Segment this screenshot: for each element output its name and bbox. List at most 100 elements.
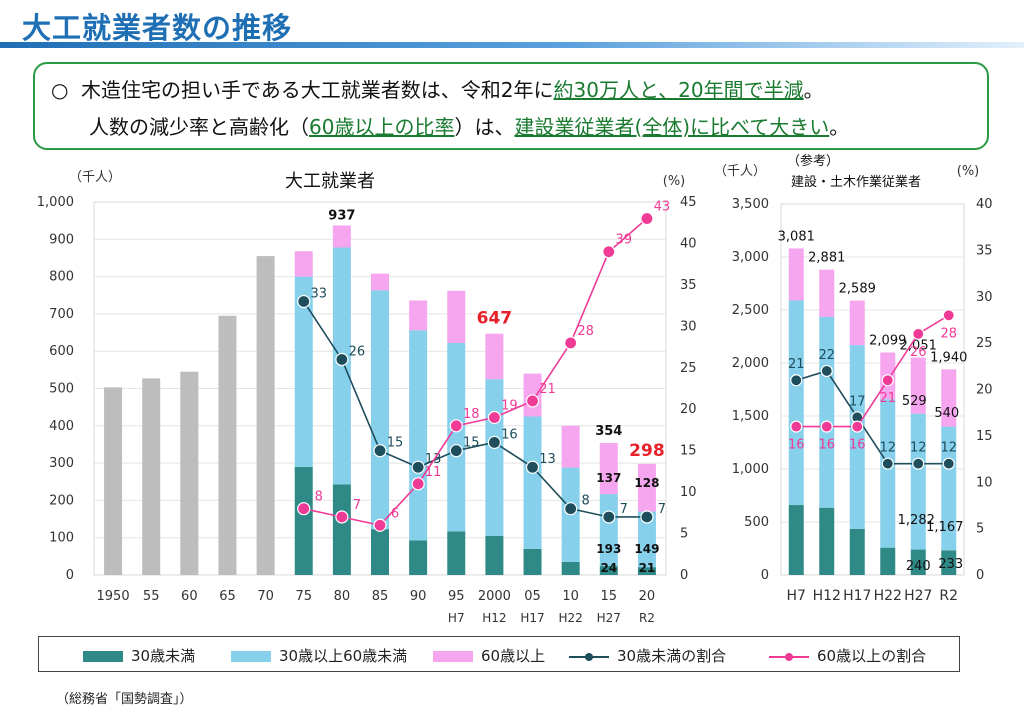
bar-segment-over60 bbox=[485, 333, 504, 380]
y2-tick-label: 10 bbox=[680, 485, 697, 500]
rate-under30-point bbox=[564, 502, 578, 516]
total-label: 1,940 bbox=[930, 350, 967, 365]
bar-segment-under30 bbox=[599, 566, 618, 575]
era-label: H17 bbox=[520, 611, 544, 625]
segment-label-under30: 21 bbox=[639, 561, 656, 575]
segment-label-over60: 137 bbox=[596, 471, 621, 485]
legend-swatch-under30 bbox=[83, 651, 123, 662]
legend-label: 30歳以上60歳未満 bbox=[279, 647, 408, 665]
bar-segment-mid bbox=[849, 345, 865, 529]
rate-over60-label: 26 bbox=[910, 345, 927, 360]
bar-segment-mid bbox=[637, 511, 656, 568]
total-label: 937 bbox=[328, 208, 355, 223]
x-tick-label: 10 bbox=[562, 589, 579, 604]
chart-title: （参考） bbox=[787, 153, 839, 169]
bar-segment-over60 bbox=[941, 369, 957, 427]
rate-over60-point bbox=[851, 420, 864, 433]
summary-highlight: 建設業従業者(全体)に比べて大きい bbox=[514, 115, 830, 139]
segment-label-mid: 1,282 bbox=[898, 513, 935, 528]
rate-over60-label: 21 bbox=[539, 382, 556, 397]
legend-label: 60歳以上の割合 bbox=[817, 647, 927, 665]
chart-legend: 30歳未満 30歳以上60歳未満 60歳以上 30歳未満の割合 60歳以上の割合 bbox=[38, 636, 960, 672]
rate-under30-line bbox=[303, 301, 647, 518]
y2-tick-label: 35 bbox=[976, 243, 993, 258]
rate-over60-label: 8 bbox=[315, 490, 323, 505]
rate-under30-label: 16 bbox=[501, 427, 518, 442]
y-tick-label: 500 bbox=[744, 515, 769, 530]
bar-total-gray bbox=[142, 378, 161, 575]
rate-over60-point bbox=[411, 477, 425, 491]
y-tick-label: 3,500 bbox=[732, 197, 769, 212]
total-label: 2,881 bbox=[808, 251, 845, 266]
rate-under30-point bbox=[335, 352, 349, 367]
y2-tick-label: 20 bbox=[680, 402, 697, 417]
rate-over60-point bbox=[525, 394, 540, 408]
legend-item-under30: 30歳未満 bbox=[83, 645, 195, 666]
rate-under30-point bbox=[411, 460, 425, 474]
rate-under30-point bbox=[297, 294, 311, 309]
x-tick-label: 90 bbox=[410, 589, 427, 604]
bar-segment-over60 bbox=[788, 248, 804, 301]
bar-segment-under30 bbox=[880, 547, 896, 575]
rate-over60-point bbox=[449, 419, 463, 433]
source-note: （総務省「国勢調査」） bbox=[56, 692, 193, 707]
page-title: 大工就業者数の推移 bbox=[22, 11, 293, 45]
rate-under30-label: 21 bbox=[788, 357, 805, 372]
legend-item-rate-over60: 60歳以上の割合 bbox=[769, 645, 926, 666]
legend-swatch-over60 bbox=[433, 651, 473, 662]
rate-over60-label: 18 bbox=[463, 407, 480, 422]
bar-segment-under30 bbox=[637, 567, 656, 575]
rate-over60-point bbox=[790, 420, 803, 433]
y-tick-label: 900 bbox=[49, 232, 74, 247]
y-tick-label: 800 bbox=[49, 270, 74, 285]
rate-under30-label: 22 bbox=[818, 348, 835, 363]
segment-label-over60: 529 bbox=[902, 394, 927, 409]
x-tick-label: H17 bbox=[843, 588, 871, 604]
legend-line-rate-under30 bbox=[569, 650, 609, 664]
bar-segment-over60 bbox=[819, 269, 835, 317]
bar-segment-under30 bbox=[371, 529, 389, 575]
bar-segment-under30 bbox=[485, 535, 504, 575]
x-tick-label: 55 bbox=[143, 589, 160, 604]
x-tick-label: 75 bbox=[295, 589, 312, 604]
rate-over60-line bbox=[796, 314, 950, 428]
rate-over60-point bbox=[373, 518, 387, 532]
bar-segment-over60 bbox=[599, 442, 618, 495]
summary-text: 。 bbox=[829, 115, 850, 139]
bar-segment-over60 bbox=[849, 300, 865, 346]
bar-segment-mid bbox=[788, 300, 804, 506]
bar-segment-mid bbox=[599, 494, 618, 567]
y2-tick-label: 0 bbox=[680, 568, 688, 583]
y-tick-label: 1,500 bbox=[732, 409, 769, 424]
rate-over60-label: 21 bbox=[879, 391, 896, 406]
total-label: 298 bbox=[629, 441, 665, 461]
x-tick-label: 1950 bbox=[97, 589, 130, 604]
y2-tick-label: 40 bbox=[680, 236, 697, 251]
bar-segment-mid bbox=[819, 316, 835, 508]
bar-segment-mid bbox=[941, 426, 957, 551]
summary-box: ○ 木造住宅の担い手である大工就業者数は、令和2年に約30万人と、20年間で半減。… bbox=[33, 62, 989, 150]
x-tick-label: 15 bbox=[601, 589, 618, 604]
x-tick-label: 95 bbox=[448, 589, 465, 604]
legend-label: 30歳未満の割合 bbox=[617, 647, 727, 665]
rate-under30-point bbox=[373, 444, 387, 458]
rate-under30-point bbox=[790, 374, 803, 387]
rate-under30-point bbox=[912, 457, 925, 470]
rate-over60-label: 16 bbox=[818, 438, 835, 453]
total-label: 354 bbox=[595, 424, 622, 439]
bar-segment-mid bbox=[910, 413, 926, 550]
y2-tick-label: 5 bbox=[680, 527, 688, 542]
rate-under30-label: 17 bbox=[849, 394, 866, 409]
bar-segment-over60 bbox=[447, 290, 466, 343]
rate-under30-label: 7 bbox=[658, 502, 666, 517]
rate-under30-point bbox=[942, 457, 955, 470]
summary-line-2: 人数の減少率と高齢化（60歳以上の比率）は、建設業従業者(全体)に比べて大きい。 bbox=[89, 111, 849, 140]
bar-segment-under30 bbox=[849, 528, 865, 575]
segment-label-under30: 233 bbox=[938, 557, 963, 572]
rate-over60-label: 6 bbox=[391, 506, 399, 521]
rate-under30-point bbox=[525, 460, 540, 474]
y2-tick-label: 30 bbox=[680, 319, 697, 334]
bar-segment-mid bbox=[294, 276, 313, 467]
x-tick-label: 05 bbox=[524, 589, 541, 604]
rate-under30-point bbox=[487, 435, 501, 449]
